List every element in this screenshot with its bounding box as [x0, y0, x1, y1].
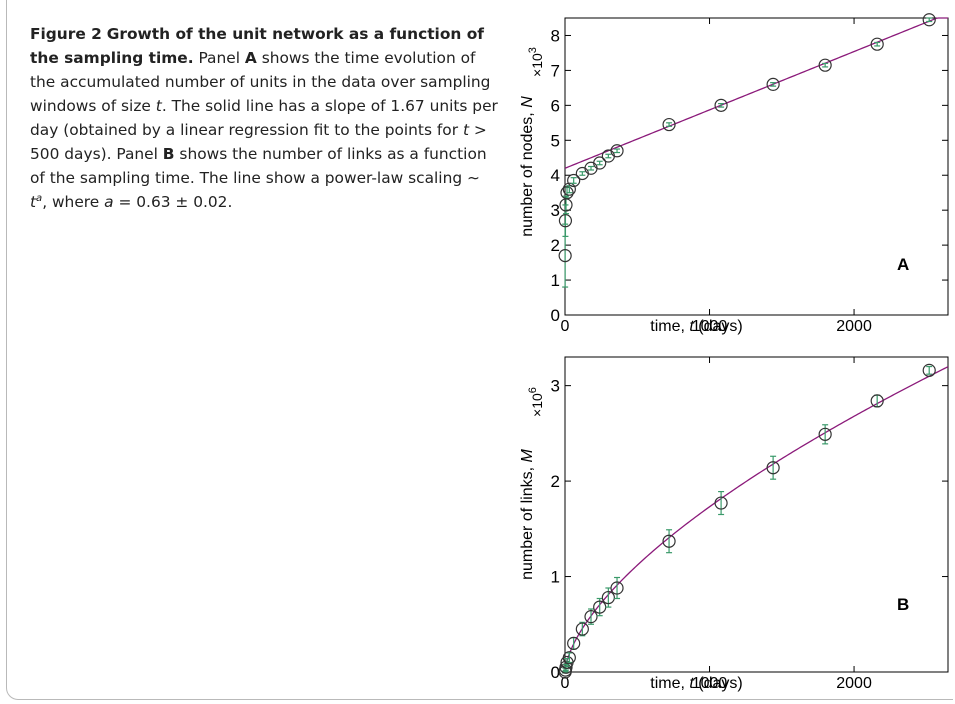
data-point — [575, 622, 589, 636]
data-point — [562, 651, 576, 665]
y-tick-label: 2 — [551, 472, 560, 491]
axis-multiplier: ×106 — [527, 387, 545, 417]
figure-label: Figure 2 — [30, 25, 102, 43]
data-point — [567, 173, 581, 188]
data-point — [818, 427, 832, 441]
caption-text: > 500 days). Panel — [30, 121, 487, 163]
data-point — [560, 186, 574, 200]
data-point — [610, 144, 624, 158]
x-tick-label: 2000 — [836, 318, 872, 335]
data-point — [559, 660, 573, 674]
data-point — [766, 77, 780, 91]
data-point — [766, 461, 780, 475]
data-point — [870, 394, 884, 408]
caption-text: , where — [42, 193, 105, 211]
data-point — [558, 249, 572, 263]
data-point — [584, 610, 598, 624]
y-axis-label: number of links, M — [519, 448, 536, 579]
y-tick-label: 1 — [551, 271, 560, 290]
axis-multiplier: ×103 — [527, 47, 545, 77]
caption-var: t — [30, 193, 37, 211]
data-point — [714, 98, 728, 112]
caption-var: t — [155, 97, 162, 115]
y-tick-label: 0 — [551, 663, 560, 682]
y-tick-label: 7 — [551, 61, 560, 80]
data-point — [601, 590, 615, 605]
x-tick-label: 0 — [561, 675, 570, 692]
data-point — [593, 156, 607, 170]
y-tick-label: 2 — [551, 236, 560, 255]
y-tick-label: 3 — [551, 201, 560, 220]
panel-label: B — [897, 595, 909, 614]
data-point — [662, 117, 676, 132]
x-tick-label: 1000 — [692, 318, 728, 335]
data-point — [922, 13, 936, 27]
data-point — [562, 182, 576, 196]
y-tick-label: 5 — [551, 131, 560, 150]
panel-label: A — [897, 255, 909, 274]
data-point — [662, 534, 676, 548]
data-point — [558, 214, 573, 228]
x-axis-label: time, t (days) — [650, 318, 742, 335]
data-point — [922, 363, 936, 377]
x-tick-label: 2000 — [836, 675, 872, 692]
fit-line — [564, 366, 949, 673]
caption-text: . The solid line has a slope of 1.67 uni… — [30, 97, 498, 139]
x-axis-label: time, t (days) — [650, 675, 742, 692]
caption-text: = 0.63 ± 0.02. — [113, 193, 233, 211]
y-tick-label: 3 — [551, 377, 560, 396]
data-point — [567, 636, 581, 650]
x-tick-label: 1000 — [692, 675, 728, 692]
data-point — [818, 58, 832, 72]
plot-frame — [564, 356, 949, 673]
caption-exponent: a — [36, 192, 43, 204]
x-tick-label: 0 — [561, 318, 570, 335]
caption-text: shows the time evolution of the accumula… — [30, 49, 491, 115]
caption-panel-a: A — [244, 49, 257, 67]
caption-text: Panel — [193, 49, 245, 67]
y-tick-label: 0 — [551, 306, 560, 325]
data-point — [870, 37, 884, 51]
y-tick-label: 4 — [551, 166, 560, 185]
figure-frame — [6, 0, 953, 700]
y-tick-label: 1 — [551, 568, 560, 587]
y-tick-label: 8 — [551, 26, 560, 45]
figure-title: Growth of the unit network as a function… — [30, 25, 484, 67]
data-point — [610, 581, 624, 595]
fit-line — [564, 17, 948, 169]
caption-var: t — [462, 121, 469, 139]
caption-text: shows the number of links as a function … — [30, 145, 487, 187]
data-point — [714, 496, 728, 510]
caption-panel-b: B — [162, 145, 175, 163]
figure-caption: Figure 2 Growth of the unit network as a… — [30, 22, 498, 214]
caption-var: a — [104, 193, 114, 211]
y-axis-label: number of nodes, N — [519, 96, 536, 237]
y-tick-label: 6 — [551, 96, 560, 115]
plot-frame — [564, 17, 949, 316]
